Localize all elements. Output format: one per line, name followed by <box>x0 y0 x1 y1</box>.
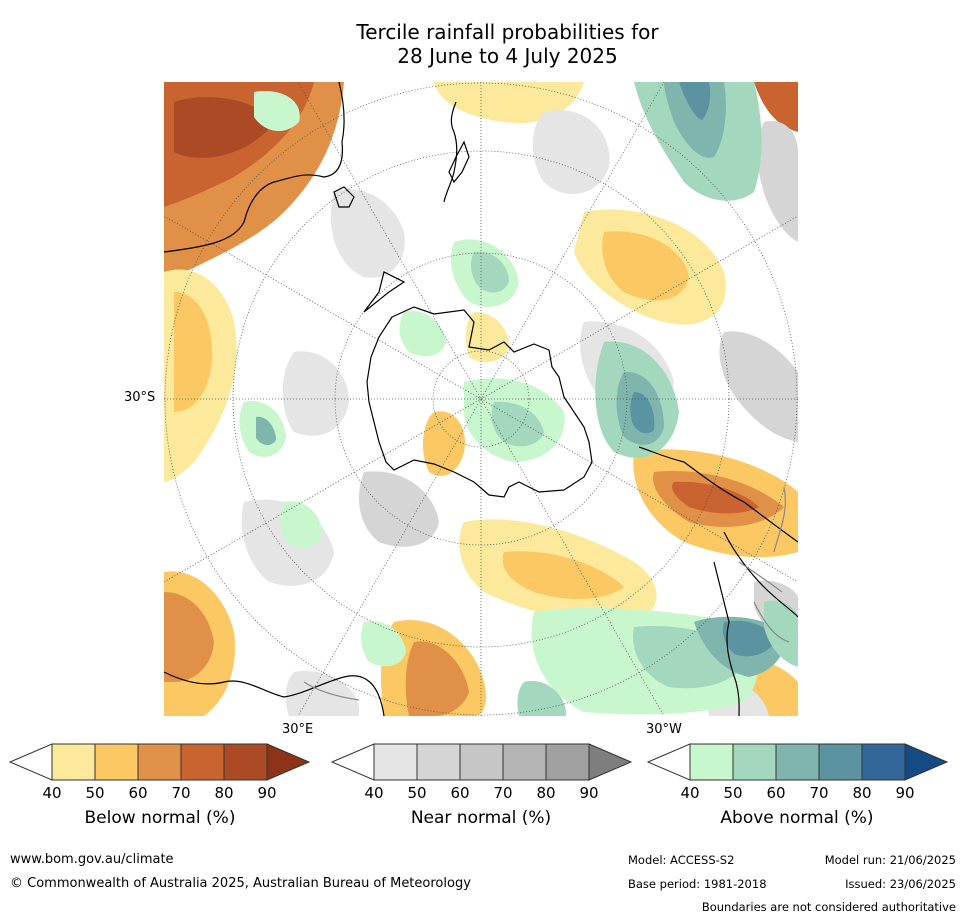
probability-map <box>164 82 798 716</box>
graticule <box>164 82 798 716</box>
map-title: Tercile rainfall probabilities for 28 Ju… <box>160 20 855 68</box>
colorbar-near-tick: 40 <box>364 784 384 802</box>
colorbar-below-tick: 40 <box>42 784 62 802</box>
colorbar-below-tick: 80 <box>214 784 234 802</box>
coastlines <box>164 82 798 716</box>
colorbar-below-normal-graphic <box>9 743 311 781</box>
base-period: Base period: 1981-2018 <box>628 877 767 891</box>
colorbar-below-tick: 90 <box>257 784 277 802</box>
colorbar-above-tick: 50 <box>723 784 743 802</box>
model-name: Model: ACCESS-S2 <box>628 853 735 867</box>
colorbar-above-normal <box>647 743 949 783</box>
title-line-2: 28 June to 4 July 2025 <box>397 44 618 68</box>
colorbar-above-tick: 60 <box>766 784 786 802</box>
lat-label-30s: 30°S <box>124 390 156 405</box>
colorbar-above-label: Above normal (%) <box>720 808 874 828</box>
copyright-text: © Commonwealth of Australia 2025, Austra… <box>10 876 471 891</box>
colorbar-below-tick: 50 <box>85 784 105 802</box>
colorbar-near-tick: 60 <box>450 784 470 802</box>
lon-label-30e: 30°E <box>282 722 314 737</box>
colorbar-above-tick: 40 <box>680 784 700 802</box>
colorbar-above-tick: 90 <box>895 784 915 802</box>
colorbar-near-label: Near normal (%) <box>410 808 552 828</box>
country-boundaries <box>303 486 790 701</box>
colorbar-near-tick: 80 <box>536 784 556 802</box>
colorbar-above-tick: 80 <box>852 784 872 802</box>
boundaries-disclaimer: Boundaries are not considered authoritat… <box>701 900 956 914</box>
title-line-1: Tercile rainfall probabilities for <box>356 20 659 44</box>
colorbar-below-normal <box>9 743 311 783</box>
colorbar-below-tick: 70 <box>171 784 191 802</box>
colorbar-near-normal <box>331 743 633 783</box>
colorbar-near-normal-graphic <box>331 743 633 781</box>
website-link[interactable]: www.bom.gov.au/climate <box>10 852 174 867</box>
issued-date: Issued: 23/06/2025 <box>845 877 956 891</box>
model-run-date: Model run: 21/06/2025 <box>824 853 956 867</box>
colorbar-below-tick: 60 <box>128 784 148 802</box>
colorbar-near-tick: 90 <box>579 784 599 802</box>
colorbar-above-normal-graphic <box>647 743 949 781</box>
above-normal-regions <box>239 82 798 716</box>
map-canvas <box>164 82 798 716</box>
colorbar-near-tick: 50 <box>407 784 427 802</box>
lon-label-30w: 30°W <box>646 722 682 737</box>
colorbar-near-tick: 70 <box>493 784 513 802</box>
colorbar-below-label: Below normal (%) <box>84 808 236 828</box>
colorbar-above-tick: 70 <box>809 784 829 802</box>
